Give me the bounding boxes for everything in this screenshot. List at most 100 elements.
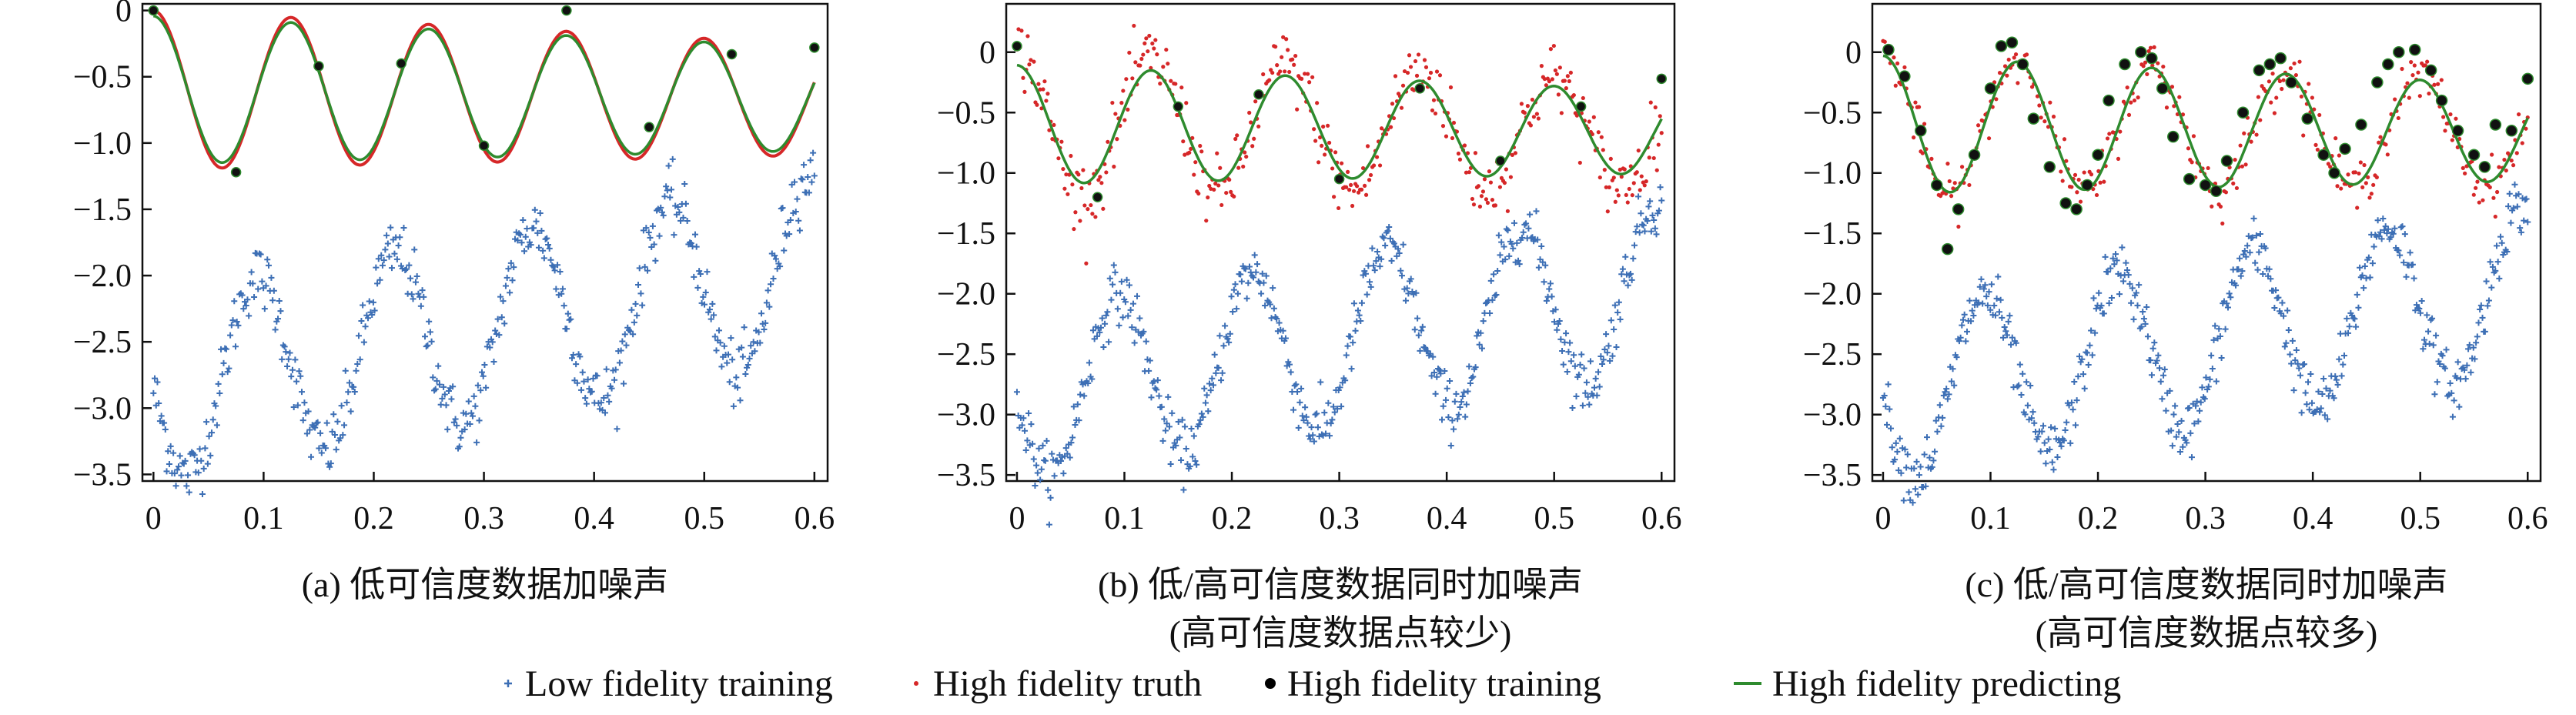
high-fidelity-training-series xyxy=(148,5,820,178)
low-fidelity-point xyxy=(1085,379,1092,386)
high-fidelity-truth-point xyxy=(1290,57,1295,62)
low-fidelity-point xyxy=(601,409,608,416)
low-fidelity-point xyxy=(777,263,784,270)
low-fidelity-point xyxy=(507,259,514,266)
low-fidelity-point xyxy=(1480,318,1487,325)
low-fidelity-point xyxy=(2471,356,2478,363)
low-fidelity-point xyxy=(2210,336,2217,343)
low-fidelity-point xyxy=(376,276,383,283)
high-fidelity-training-point xyxy=(313,61,324,72)
high-fidelity-truth-point xyxy=(1479,194,1484,199)
low-fidelity-point xyxy=(1089,376,1096,383)
low-fidelity-point xyxy=(1439,416,1445,423)
low-fidelity-point xyxy=(1310,438,1317,445)
low-fidelity-point xyxy=(182,457,189,464)
low-fidelity-point xyxy=(1268,315,1275,322)
high-fidelity-truth-point xyxy=(1587,119,1591,124)
low-fidelity-point xyxy=(2151,339,2158,346)
high-fidelity-truth-point xyxy=(2170,85,2175,89)
low-fidelity-point xyxy=(1504,227,1511,234)
low-fidelity-point xyxy=(299,389,306,396)
high-fidelity-truth-point xyxy=(1096,178,1101,182)
low-fidelity-point xyxy=(1556,318,1563,325)
low-fidelity-point xyxy=(239,292,246,299)
low-fidelity-point xyxy=(792,208,799,215)
high-fidelity-truth-point xyxy=(1249,120,1253,125)
low-fidelity-point xyxy=(350,383,357,390)
low-fidelity-point xyxy=(1129,324,1136,331)
low-fidelity-point xyxy=(195,469,202,476)
high-fidelity-truth-point xyxy=(1029,58,1033,62)
low-fidelity-point xyxy=(1146,367,1153,374)
low-fidelity-point xyxy=(2148,372,2155,379)
low-fidelity-point xyxy=(1397,267,1404,274)
low-fidelity-point xyxy=(203,419,210,426)
low-fidelity-point xyxy=(2523,195,2530,202)
low-fidelity-point xyxy=(382,246,389,253)
low-fidelity-point xyxy=(2206,376,2213,383)
low-fidelity-point xyxy=(1497,252,1504,259)
high-fidelity-truth-point xyxy=(1653,105,1658,110)
low-fidelity-point xyxy=(456,443,463,450)
y-tick-label: 0 xyxy=(979,35,995,71)
high-fidelity-truth-point xyxy=(1076,172,1081,177)
high-fidelity-truth-point xyxy=(1368,172,1373,178)
low-fidelity-point xyxy=(2071,378,2078,385)
low-fidelity-point xyxy=(403,266,410,272)
high-fidelity-truth-point xyxy=(2384,142,2388,147)
high-fidelity-truth-point xyxy=(1052,122,1056,128)
low-fidelity-point xyxy=(1999,314,2006,321)
low-fidelity-point xyxy=(2298,409,2305,416)
high-fidelity-truth-point xyxy=(1574,113,1579,118)
high-fidelity-training-point xyxy=(809,42,820,53)
high-fidelity-truth-point xyxy=(1493,203,1498,208)
low-fidelity-point xyxy=(1112,269,1119,276)
low-fidelity-point xyxy=(172,483,179,489)
high-fidelity-truth-point xyxy=(2059,169,2063,174)
low-fidelity-point xyxy=(2106,299,2113,306)
low-fidelity-point xyxy=(1226,330,1233,337)
low-fidelity-point xyxy=(1959,316,1966,323)
high-fidelity-training-point xyxy=(2355,119,2367,131)
x-tick-label: 0.5 xyxy=(684,501,724,536)
low-fidelity-point xyxy=(632,300,639,307)
low-fidelity-point xyxy=(1154,377,1161,384)
high-fidelity-truth-point xyxy=(1082,203,1087,208)
low-fidelity-point xyxy=(423,343,430,350)
low-fidelity-point xyxy=(1302,404,1309,411)
low-fidelity-point xyxy=(196,446,203,453)
high-fidelity-training-point xyxy=(644,122,654,132)
low-fidelity-point xyxy=(631,319,637,326)
high-fidelity-truth-point xyxy=(2378,135,2383,139)
high-fidelity-truth-point xyxy=(2035,94,2040,99)
low-fidelity-point xyxy=(2246,249,2253,256)
low-fidelity-point xyxy=(1573,393,1580,400)
low-fidelity-point xyxy=(440,383,447,390)
low-fidelity-point xyxy=(1407,276,1414,282)
low-fidelity-point xyxy=(248,269,255,276)
low-fidelity-point xyxy=(2511,181,2518,188)
low-fidelity-point xyxy=(1447,443,1454,449)
low-fidelity-point xyxy=(663,183,670,190)
low-fidelity-point xyxy=(346,379,353,386)
high-fidelity-truth-point xyxy=(1465,151,1470,155)
low-fidelity-point xyxy=(1428,373,1435,379)
low-fidelity-point xyxy=(1070,403,1077,410)
high-fidelity-truth-point xyxy=(2362,162,2367,168)
low-fidelity-point xyxy=(1546,286,1553,292)
low-fidelity-point xyxy=(351,388,358,395)
low-fidelity-point xyxy=(1045,521,1052,528)
high-fidelity-truth-point xyxy=(2152,45,2156,49)
low-fidelity-point xyxy=(550,263,557,270)
low-fidelity-point xyxy=(263,282,269,289)
low-fidelity-point xyxy=(2457,376,2464,383)
high-fidelity-truth-point xyxy=(1547,79,1551,84)
low-fidelity-point xyxy=(1183,446,1189,453)
high-fidelity-training-point xyxy=(1092,192,1103,202)
high-fidelity-truth-point xyxy=(1241,164,1246,169)
high-fidelity-truth-point xyxy=(1363,192,1369,197)
high-fidelity-truth-point xyxy=(1110,100,1115,105)
high-fidelity-training-point xyxy=(2408,43,2421,56)
low-fidelity-point xyxy=(1597,352,1604,359)
low-fidelity-point xyxy=(1099,315,1106,322)
